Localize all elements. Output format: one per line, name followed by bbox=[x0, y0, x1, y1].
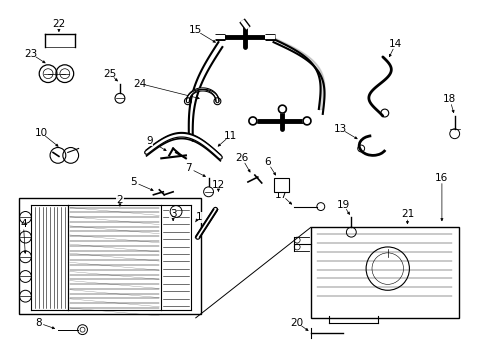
Text: 6: 6 bbox=[264, 157, 270, 167]
Text: 11: 11 bbox=[223, 131, 236, 141]
Text: 8: 8 bbox=[35, 318, 41, 328]
Text: 4: 4 bbox=[20, 219, 27, 229]
Circle shape bbox=[278, 105, 286, 113]
Text: 21: 21 bbox=[400, 210, 413, 220]
Text: 14: 14 bbox=[388, 39, 402, 49]
Text: 23: 23 bbox=[25, 49, 38, 59]
Text: 16: 16 bbox=[434, 173, 447, 183]
Text: 15: 15 bbox=[189, 25, 202, 35]
Text: 3: 3 bbox=[169, 210, 176, 220]
Text: 25: 25 bbox=[103, 69, 117, 79]
Bar bbox=[310, 227, 458, 318]
Circle shape bbox=[248, 117, 256, 125]
Text: 1: 1 bbox=[195, 212, 202, 222]
Text: 13: 13 bbox=[333, 124, 346, 134]
Text: 9: 9 bbox=[146, 136, 152, 145]
Text: 10: 10 bbox=[35, 128, 48, 138]
Circle shape bbox=[303, 117, 310, 125]
Text: 17: 17 bbox=[274, 190, 287, 200]
Text: 24: 24 bbox=[133, 78, 146, 89]
Text: 7: 7 bbox=[185, 163, 192, 173]
Text: 18: 18 bbox=[442, 94, 455, 104]
Text: 12: 12 bbox=[211, 180, 224, 190]
Text: 19: 19 bbox=[336, 199, 349, 210]
Text: 26: 26 bbox=[235, 153, 248, 163]
Text: 5: 5 bbox=[130, 177, 137, 187]
Text: 2: 2 bbox=[117, 195, 123, 205]
Bar bbox=[19, 198, 200, 314]
Text: 22: 22 bbox=[52, 19, 65, 30]
Bar bbox=[273, 178, 289, 192]
Text: 20: 20 bbox=[290, 318, 303, 328]
